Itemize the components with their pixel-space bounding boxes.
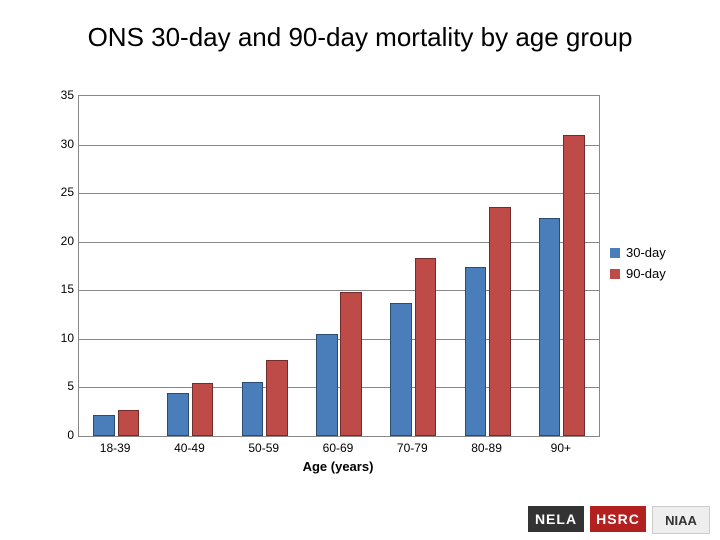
y-tick-label: 25 xyxy=(54,185,74,199)
bar-30-day-18-39 xyxy=(93,415,115,436)
x-tick-label: 90+ xyxy=(551,441,571,455)
legend-item-90-day: 90-day xyxy=(610,266,666,281)
page-title: ONS 30-day and 90-day mortality by age g… xyxy=(0,22,720,53)
x-tick-label: 80-89 xyxy=(471,441,502,455)
y-tick-label: 35 xyxy=(54,88,74,102)
chart: ONS all-cause mortality (%) Age (years) … xyxy=(30,95,690,475)
bar-30-day-90+ xyxy=(539,218,561,436)
bar-90-day-18-39 xyxy=(118,410,140,436)
legend-item-30-day: 30-day xyxy=(610,245,666,260)
x-tick-label: 18-39 xyxy=(100,441,131,455)
grid-line xyxy=(79,290,599,291)
bar-30-day-40-49 xyxy=(167,393,189,436)
grid-line xyxy=(79,339,599,340)
grid-line xyxy=(79,193,599,194)
hsrc-logo: HSRC xyxy=(590,506,646,532)
bar-30-day-80-89 xyxy=(465,267,487,436)
bar-30-day-70-79 xyxy=(390,303,412,436)
y-tick-label: 15 xyxy=(54,282,74,296)
x-tick-label: 40-49 xyxy=(174,441,205,455)
slide: ONS 30-day and 90-day mortality by age g… xyxy=(0,0,720,540)
legend-label: 90-day xyxy=(626,266,666,281)
grid-line xyxy=(79,387,599,388)
y-tick-label: 5 xyxy=(54,379,74,393)
x-tick-label: 50-59 xyxy=(248,441,279,455)
bar-90-day-50-59 xyxy=(266,360,288,436)
nela-logo: NELA xyxy=(528,506,584,532)
y-tick-label: 20 xyxy=(54,234,74,248)
legend: 30-day 90-day xyxy=(610,245,666,287)
logo-strip: NELA HSRC NIAA xyxy=(528,506,710,534)
x-axis-label: Age (years) xyxy=(78,459,598,474)
legend-swatch-icon xyxy=(610,269,620,279)
bar-30-day-60-69 xyxy=(316,334,338,436)
y-tick-label: 0 xyxy=(54,428,74,442)
niaa-logo: NIAA xyxy=(652,506,710,534)
y-tick-label: 10 xyxy=(54,331,74,345)
grid-line xyxy=(79,145,599,146)
bar-90-day-80-89 xyxy=(489,207,511,436)
bar-30-day-50-59 xyxy=(242,382,264,436)
bar-90-day-70-79 xyxy=(415,258,437,436)
legend-swatch-icon xyxy=(610,248,620,258)
bar-90-day-90+ xyxy=(563,135,585,436)
plot-area xyxy=(78,95,600,437)
x-tick-label: 60-69 xyxy=(323,441,354,455)
y-tick-label: 30 xyxy=(54,137,74,151)
bar-90-day-60-69 xyxy=(340,292,362,436)
x-tick-label: 70-79 xyxy=(397,441,428,455)
grid-line xyxy=(79,242,599,243)
legend-label: 30-day xyxy=(626,245,666,260)
bar-90-day-40-49 xyxy=(192,383,214,436)
